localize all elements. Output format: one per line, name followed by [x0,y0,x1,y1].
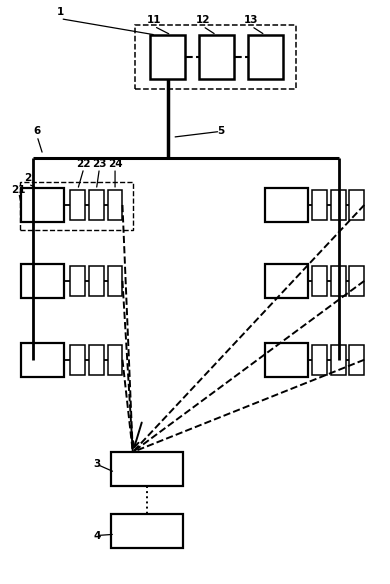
Bar [331,266,346,296]
Text: 24: 24 [108,158,122,169]
Text: 23: 23 [92,158,107,169]
Bar [349,345,364,375]
Text: 22: 22 [76,158,91,169]
Text: 1: 1 [57,6,64,17]
Bar [111,452,183,486]
Bar [349,190,364,220]
Bar [89,345,104,375]
Text: 5: 5 [217,126,224,137]
Bar [150,35,185,79]
Bar [20,182,133,230]
Bar [349,266,364,296]
Text: 13: 13 [244,15,259,26]
Bar [248,35,283,79]
Bar [108,345,122,375]
Bar [89,190,104,220]
Text: 11: 11 [147,15,161,26]
Text: 12: 12 [195,15,210,26]
Bar [312,266,327,296]
Text: 6: 6 [34,126,41,137]
Text: 2: 2 [25,173,32,183]
Bar [21,343,64,377]
Text: 21: 21 [11,185,26,195]
Bar [265,264,308,298]
Bar [70,190,85,220]
Bar [135,25,296,89]
Bar [265,188,308,222]
Bar [70,345,85,375]
Bar [108,266,122,296]
Bar [111,514,183,548]
Bar [331,190,346,220]
Bar [312,190,327,220]
Bar [265,343,308,377]
Bar [70,266,85,296]
Bar [199,35,234,79]
Bar [21,188,64,222]
Text: 3: 3 [93,459,100,470]
Bar [89,266,104,296]
Bar [331,345,346,375]
Bar [21,264,64,298]
Bar [108,190,122,220]
Bar [312,345,327,375]
Text: 4: 4 [93,530,100,541]
